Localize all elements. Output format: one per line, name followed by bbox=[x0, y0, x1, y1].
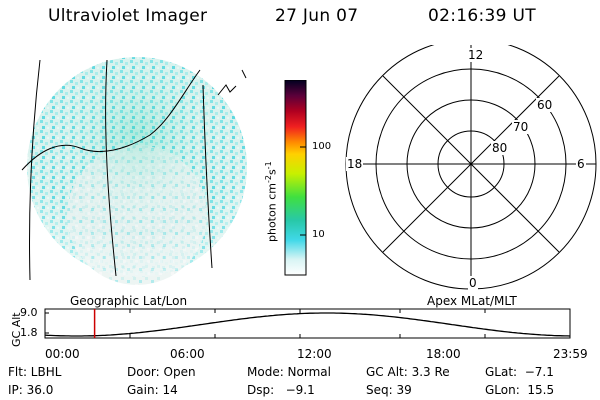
colorbar-unit-exp2: -1 bbox=[264, 161, 273, 170]
altitude-curve bbox=[44, 312, 571, 337]
info-filter: Flt: LBHL bbox=[8, 365, 62, 379]
info-gc-alt: GC Alt: 3.3 Re bbox=[366, 365, 450, 379]
altitude-xtick-3: 18:00 bbox=[426, 347, 461, 361]
info-gain: Gain: 14 bbox=[127, 383, 178, 397]
info-glat: GLat: −7.1 bbox=[485, 365, 554, 379]
altitude-timeline-plot bbox=[44, 308, 571, 339]
info-door: Door: Open bbox=[127, 365, 196, 379]
altitude-xtick-0: 00:00 bbox=[45, 347, 80, 361]
geographic-image-panel bbox=[21, 57, 247, 285]
mlt-label-18: 18 bbox=[346, 157, 364, 171]
altitude-xtick-2: 12:00 bbox=[297, 347, 332, 361]
info-ip: IP: 36.0 bbox=[8, 383, 54, 397]
instrument-title: Ultraviolet Imager bbox=[48, 6, 208, 26]
info-mode: Mode: Normal bbox=[247, 365, 331, 379]
intensity-colorbar bbox=[284, 80, 307, 276]
altitude-plot-frame bbox=[44, 308, 571, 339]
info-glon: GLon: 15.5 bbox=[485, 383, 555, 397]
info-dsp: Dsp: −9.1 bbox=[247, 383, 315, 397]
colorbar-unit-exp1: -2 bbox=[264, 175, 273, 184]
altitude-xtick-1: 06:00 bbox=[170, 347, 205, 361]
mlat-label-70: 70 bbox=[512, 120, 530, 134]
mlt-label-6: 6 bbox=[576, 157, 586, 171]
geographic-grid-lines bbox=[21, 59, 247, 281]
colorbar-tick-100: 100 bbox=[312, 141, 332, 152]
colorbar-tick-10: 10 bbox=[312, 229, 325, 240]
colorbar-unit-text: photon cm bbox=[265, 183, 279, 242]
mlt-label-12: 12 bbox=[467, 48, 485, 62]
geographic-projection-label: Geographic Lat/Lon bbox=[70, 294, 188, 308]
info-seq: Seq: 39 bbox=[366, 383, 412, 397]
apex-projection-label: Apex MLat/MLT bbox=[427, 294, 517, 308]
mlt-label-0: 0 bbox=[468, 276, 478, 290]
mlat-label-60: 60 bbox=[536, 98, 554, 112]
colorbar-unit-mid: s bbox=[265, 169, 279, 176]
mlat-label-80: 80 bbox=[491, 141, 509, 155]
polar-diagonal-2 bbox=[382, 75, 560, 253]
colorbar-unit-label: photon cm-2s-1 bbox=[264, 161, 279, 242]
observation-time: 02:16:39 UT bbox=[428, 6, 536, 26]
altitude-ytick-low: 1.8 bbox=[20, 326, 38, 339]
altitude-ytick-high: 9.0 bbox=[20, 306, 38, 319]
altitude-xtick-4: 23:59 bbox=[553, 347, 588, 361]
polar-mlat-mlt-plot bbox=[345, 45, 597, 290]
observation-date: 27 Jun 07 bbox=[275, 6, 359, 26]
